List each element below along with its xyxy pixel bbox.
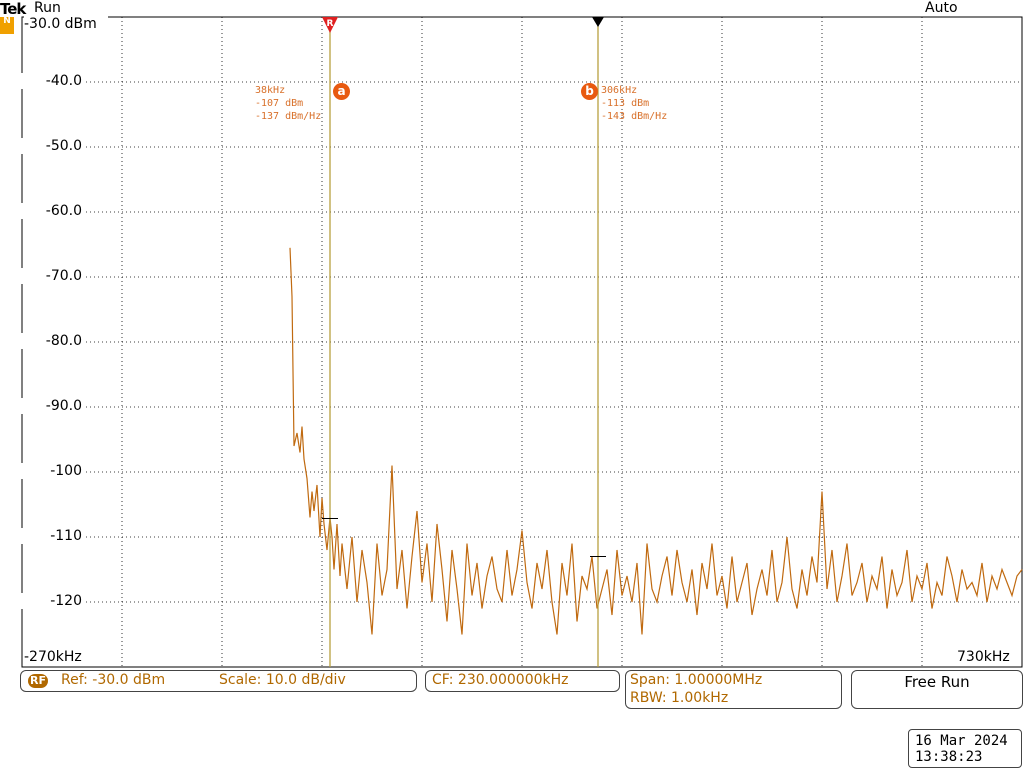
acquisition-run-state: Run: [34, 0, 61, 16]
center-frequency-readout[interactable]: CF: 230.000000kHz: [425, 670, 620, 692]
y-label: -100: [0, 463, 84, 479]
y-label: -80.0: [0, 333, 84, 349]
ref-scale-readout[interactable]: RF Ref: -30.0 dBm Scale: 10.0 dB/div: [20, 670, 417, 692]
y-label: -110: [0, 528, 84, 544]
marker-b-density: -143 dBm/Hz: [601, 111, 668, 122]
marker-b-power: -113 dBm: [601, 98, 650, 109]
channel-indicator-icon: N: [0, 17, 14, 34]
marker-b-icon[interactable]: b: [581, 83, 598, 100]
marker-a-freq: 38kHz: [255, 85, 286, 96]
vertical-scale: Scale: 10.0 dB/div: [219, 672, 346, 688]
marker-b-readout: 306kHz -113 dBm -143 dBm/Hz: [601, 84, 667, 123]
span-value: Span: 1.00000MHz: [630, 672, 763, 688]
x-start-label: -270kHz: [24, 649, 82, 665]
marker-b-flag-icon[interactable]: [592, 17, 604, 27]
y-label: -60.0: [0, 203, 84, 219]
marker-a-readout: 38kHz -107 dBm -137 dBm/Hz: [255, 84, 321, 123]
spectrum-trace: [289, 247, 1023, 635]
y-label: -50.0: [0, 138, 84, 154]
rbw-value: RBW: 1.00kHz: [630, 690, 729, 706]
y-label: -120: [0, 593, 84, 609]
rf-channel-badge: RF: [28, 674, 48, 688]
y-label: -90.0: [0, 398, 84, 414]
y-label-ref: -30.0 dBm: [24, 16, 108, 32]
marker-a-flag-label: R: [327, 19, 334, 29]
free-run-label: Free Run: [904, 673, 970, 691]
tek-logo: Tek: [0, 0, 26, 18]
marker-b-freq: 306kHz: [601, 85, 638, 96]
marker-a-icon[interactable]: a: [333, 83, 350, 100]
marker-a-power: -107 dBm: [255, 98, 304, 109]
marker-a-density: -137 dBm/Hz: [255, 111, 322, 122]
trigger-mode: Auto: [925, 0, 958, 16]
date: 16 Mar 2024: [915, 733, 1008, 749]
marker-a-flag-icon[interactable]: [322, 17, 338, 33]
span-rbw-readout[interactable]: Span: 1.00000MHz RBW: 1.00kHz: [625, 670, 842, 709]
y-label: -70.0: [0, 268, 84, 284]
time: 13:38:23: [915, 749, 983, 765]
reference-level: Ref: -30.0 dBm: [61, 672, 166, 688]
center-frequency: CF: 230.000000kHz: [432, 672, 569, 688]
datetime-panel: 16 Mar 2024 13:38:23: [908, 729, 1022, 768]
y-label: -40.0: [0, 73, 84, 89]
trigger-mode-panel[interactable]: Free Run: [851, 670, 1023, 709]
x-end-label: 730kHz: [957, 649, 1010, 665]
